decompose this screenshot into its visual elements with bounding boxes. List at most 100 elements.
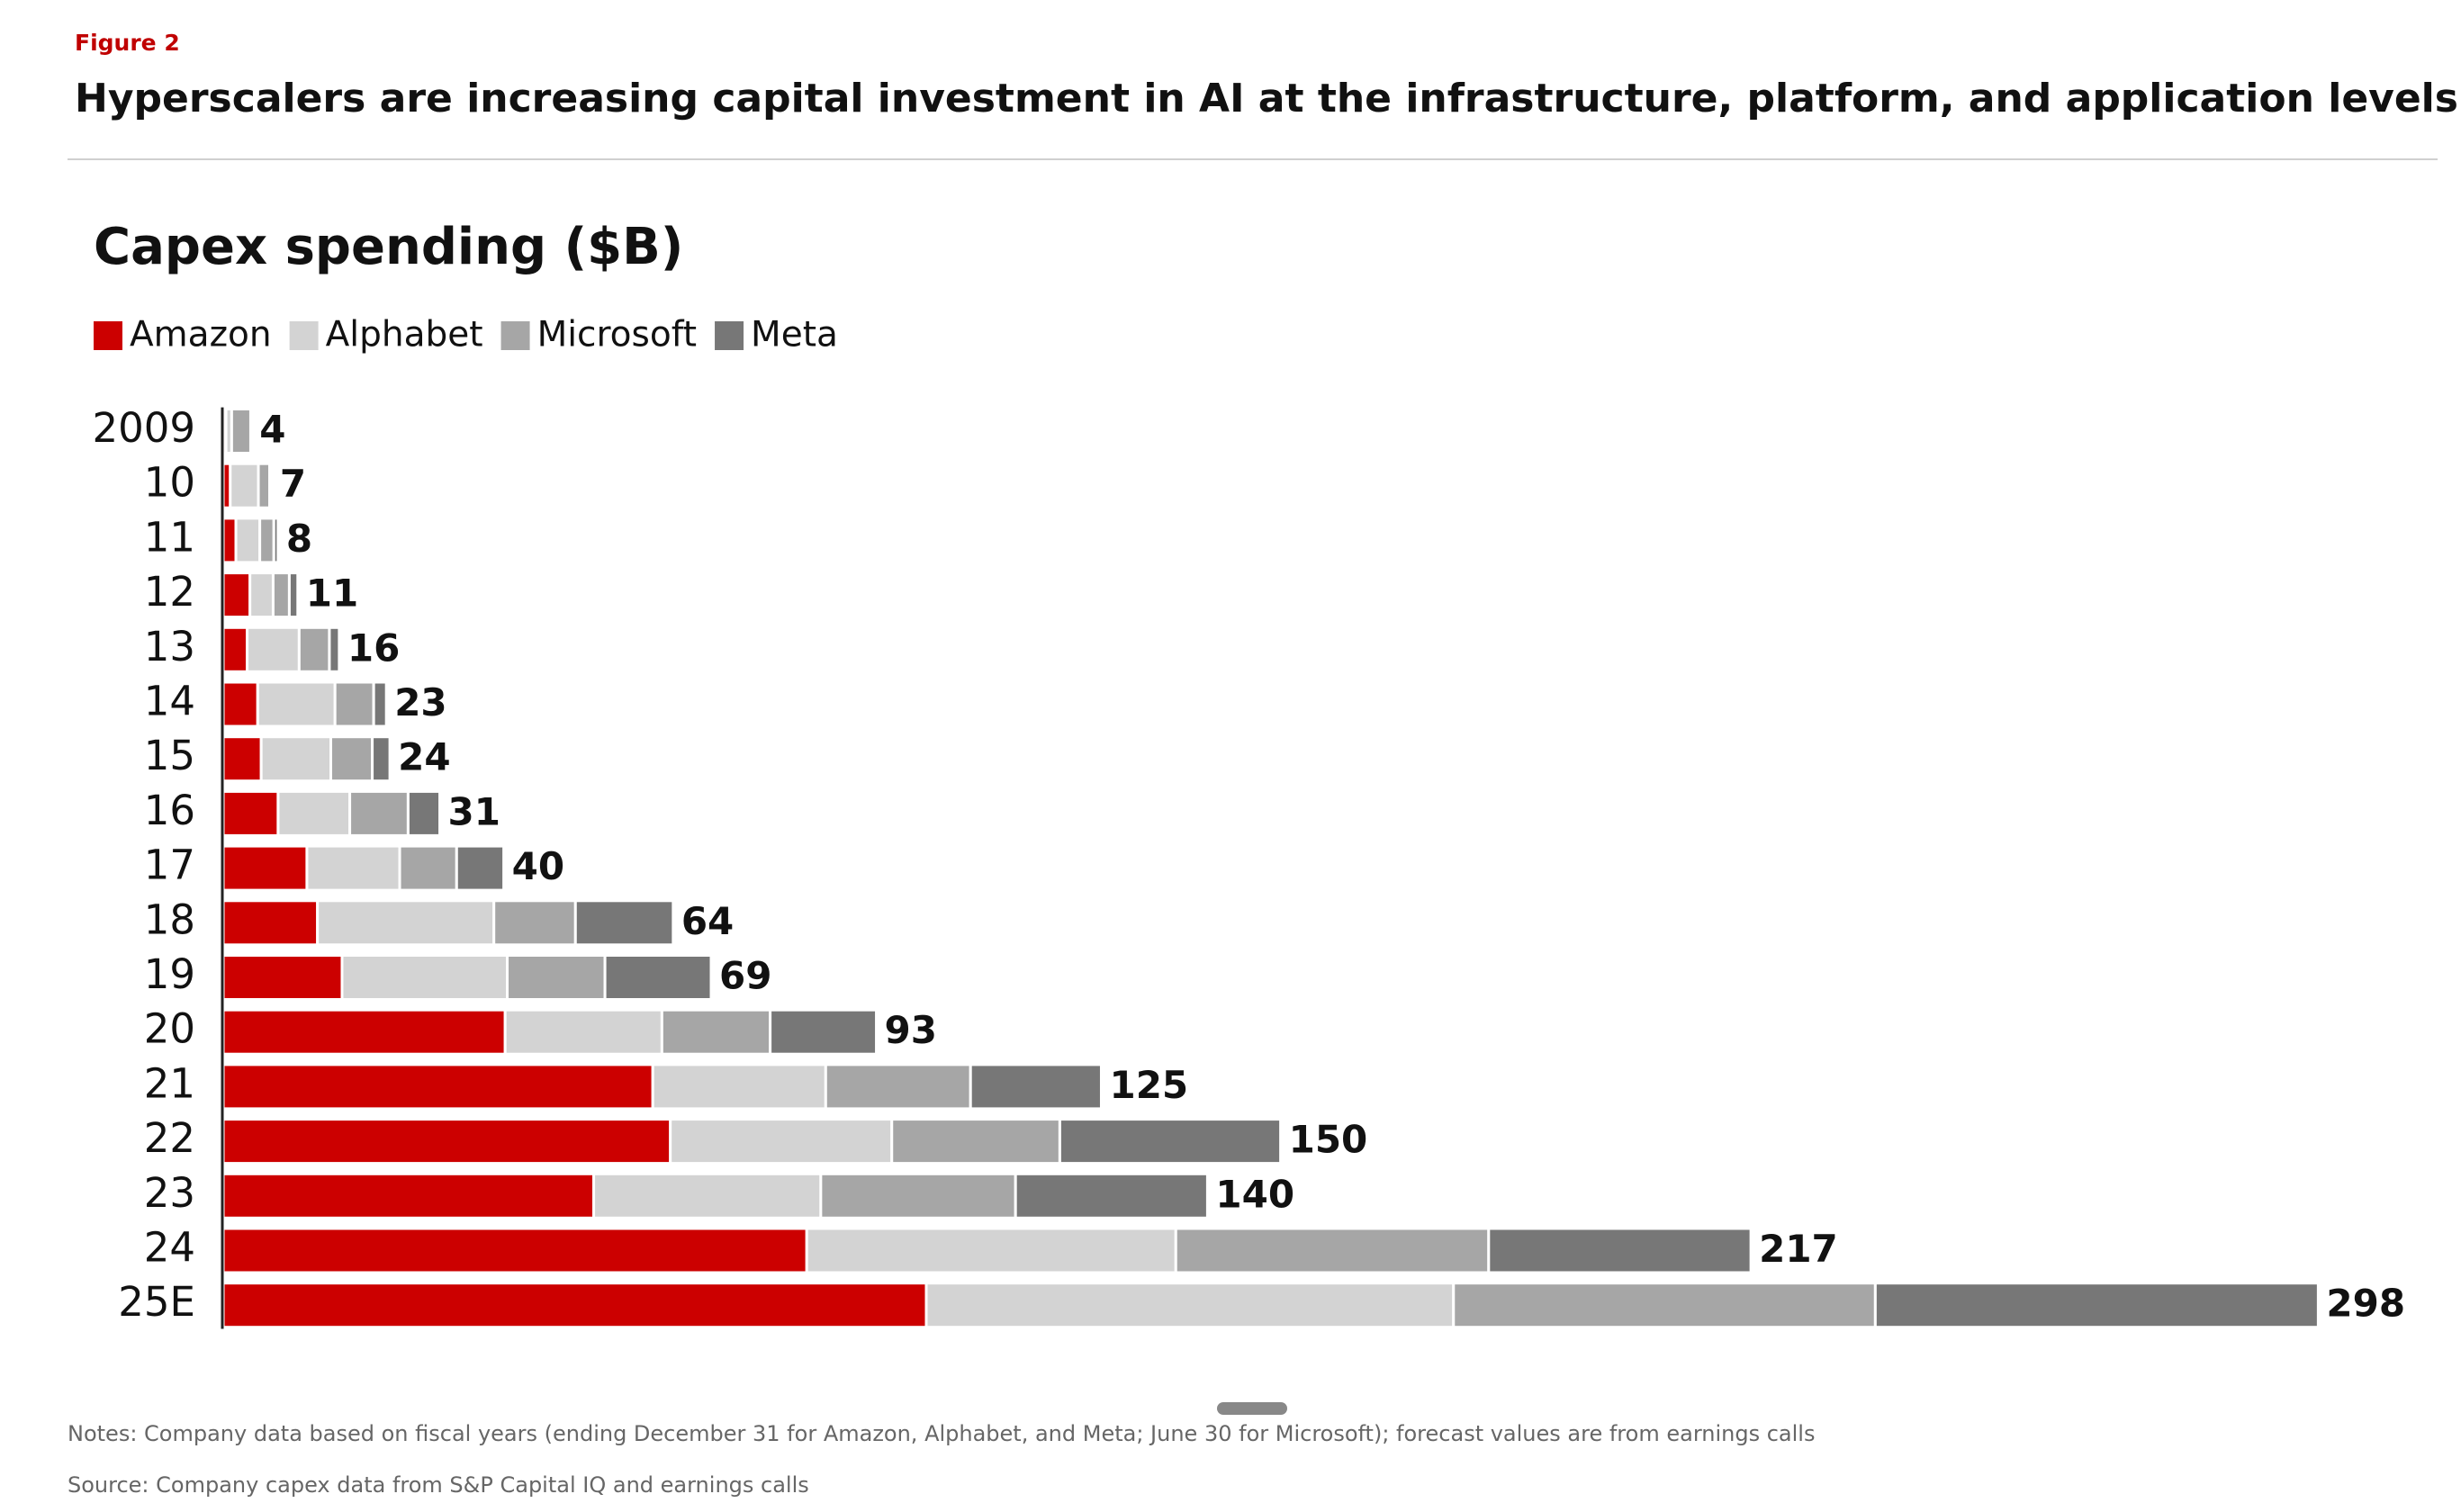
- bar-segment: [1452, 1282, 1877, 1329]
- bar-segment: [455, 844, 506, 892]
- bar-segment: [503, 1008, 663, 1056]
- bar-segment: [234, 517, 262, 564]
- legend-swatch: [94, 321, 122, 350]
- legend-label: Alphabet: [326, 315, 483, 356]
- y-tick-label: 24: [144, 1224, 195, 1272]
- bar-segment: [603, 954, 713, 1001]
- bar-segment: [271, 572, 291, 619]
- total-label: 125: [1109, 1063, 1188, 1107]
- bar-segment: [248, 408, 253, 454]
- bar-segment: [221, 626, 249, 673]
- bar-segment: [221, 1282, 928, 1329]
- y-tick-label: 15: [144, 732, 195, 779]
- bar-segment: [230, 408, 252, 454]
- y-tick-label: 19: [144, 950, 195, 998]
- bar-segment: [221, 789, 280, 837]
- bar-segment: [229, 462, 260, 509]
- bar-segment: [769, 1008, 879, 1056]
- total-label: 93: [885, 1008, 937, 1052]
- y-tick-label: 23: [144, 1169, 195, 1217]
- total-label: 7: [280, 462, 306, 506]
- legend-swatch: [289, 321, 319, 350]
- y-tick-label: 13: [144, 623, 195, 670]
- bar-segment: [406, 789, 442, 837]
- scroll-indicator: [1217, 1402, 1287, 1415]
- bar-segment: [221, 899, 320, 947]
- bar-segment: [221, 572, 252, 619]
- total-label: 4: [259, 408, 285, 452]
- total-label: 23: [394, 680, 446, 724]
- bar-segment: [660, 1008, 772, 1056]
- total-label: 31: [448, 789, 500, 833]
- notes: Notes: Company data based on fiscal year…: [68, 1421, 1815, 1446]
- y-tick-label: 2009: [92, 404, 195, 452]
- bar-segment: [221, 1172, 596, 1220]
- total-label: 298: [2326, 1282, 2405, 1326]
- total-label: 217: [1759, 1227, 1838, 1271]
- bar-segment: [1014, 1172, 1209, 1220]
- bar-segment: [221, 1063, 654, 1111]
- bar-segment: [398, 844, 458, 892]
- bar-segment: [268, 462, 274, 509]
- total-label: 140: [1215, 1172, 1294, 1216]
- y-tick-label: 21: [144, 1059, 195, 1107]
- total-label: 24: [398, 735, 450, 779]
- source: Source: Company capex data from S&P Capi…: [68, 1472, 809, 1498]
- bar-segment: [221, 1118, 672, 1166]
- bar-segment: [221, 517, 238, 564]
- bar-segment: [328, 626, 341, 673]
- plot: 2009 4 10 7 11 8 12 11 13 16 14 23 15 24 16 31 17 40 18 64 1…: [92, 404, 2405, 1329]
- bar-segment: [248, 572, 275, 619]
- legend: Amazon Alphabet Microsoft Meta: [94, 315, 838, 356]
- bar-segment: [506, 954, 607, 1001]
- bar-segment: [259, 735, 332, 783]
- bar-segment: [329, 735, 374, 783]
- bar-segment: [221, 1008, 507, 1056]
- bar-segment: [824, 1063, 972, 1111]
- total-label: 8: [286, 517, 312, 561]
- bar-segment: [221, 735, 263, 783]
- total-label: 40: [512, 844, 564, 888]
- bar-segment: [1174, 1227, 1491, 1274]
- bar-segment: [258, 517, 275, 564]
- bar-segment: [287, 572, 300, 619]
- y-tick-label: 11: [144, 513, 195, 561]
- total-label: 69: [719, 954, 771, 998]
- y-tick-label: 22: [144, 1114, 195, 1162]
- bar-segment: [372, 680, 388, 728]
- bar-segment: [316, 899, 496, 947]
- bar-segment: [1873, 1282, 2320, 1329]
- bar-segment: [276, 789, 352, 837]
- y-tick-label: 17: [144, 842, 195, 889]
- total-label: 11: [306, 572, 358, 616]
- bar-segment: [348, 789, 410, 837]
- bar-segment: [371, 735, 392, 783]
- bar-segment: [924, 1282, 1456, 1329]
- total-label: 16: [347, 626, 400, 670]
- figure-label: Figure 2: [75, 30, 180, 56]
- legend-swatch: [715, 321, 744, 350]
- y-tick-label: 16: [144, 787, 195, 834]
- legend-label: Microsoft: [537, 315, 697, 356]
- bar-segment: [221, 1227, 808, 1274]
- bar-segment: [492, 899, 577, 947]
- total-label: 150: [1289, 1118, 1368, 1162]
- headline: Hyperscalers are increasing capital inve…: [75, 76, 2458, 122]
- y-tick-label: 14: [144, 678, 195, 725]
- y-tick-label: 20: [144, 1005, 195, 1053]
- legend-swatch: [500, 321, 530, 350]
- bar-segment: [651, 1063, 827, 1111]
- y-tick-label: 25E: [118, 1278, 195, 1326]
- bar-segment: [805, 1227, 1177, 1274]
- bar-segment: [297, 626, 331, 673]
- bar-segment: [272, 517, 280, 564]
- legend-label: Meta: [751, 315, 838, 356]
- bar-segment: [221, 954, 344, 1001]
- y-tick-label: 18: [144, 896, 195, 943]
- bar-segment: [1487, 1227, 1753, 1274]
- bar-segment: [221, 680, 259, 728]
- bar-segment: [256, 680, 337, 728]
- bar-segment: [333, 680, 375, 728]
- chart-title: Capex spending ($B): [94, 218, 683, 276]
